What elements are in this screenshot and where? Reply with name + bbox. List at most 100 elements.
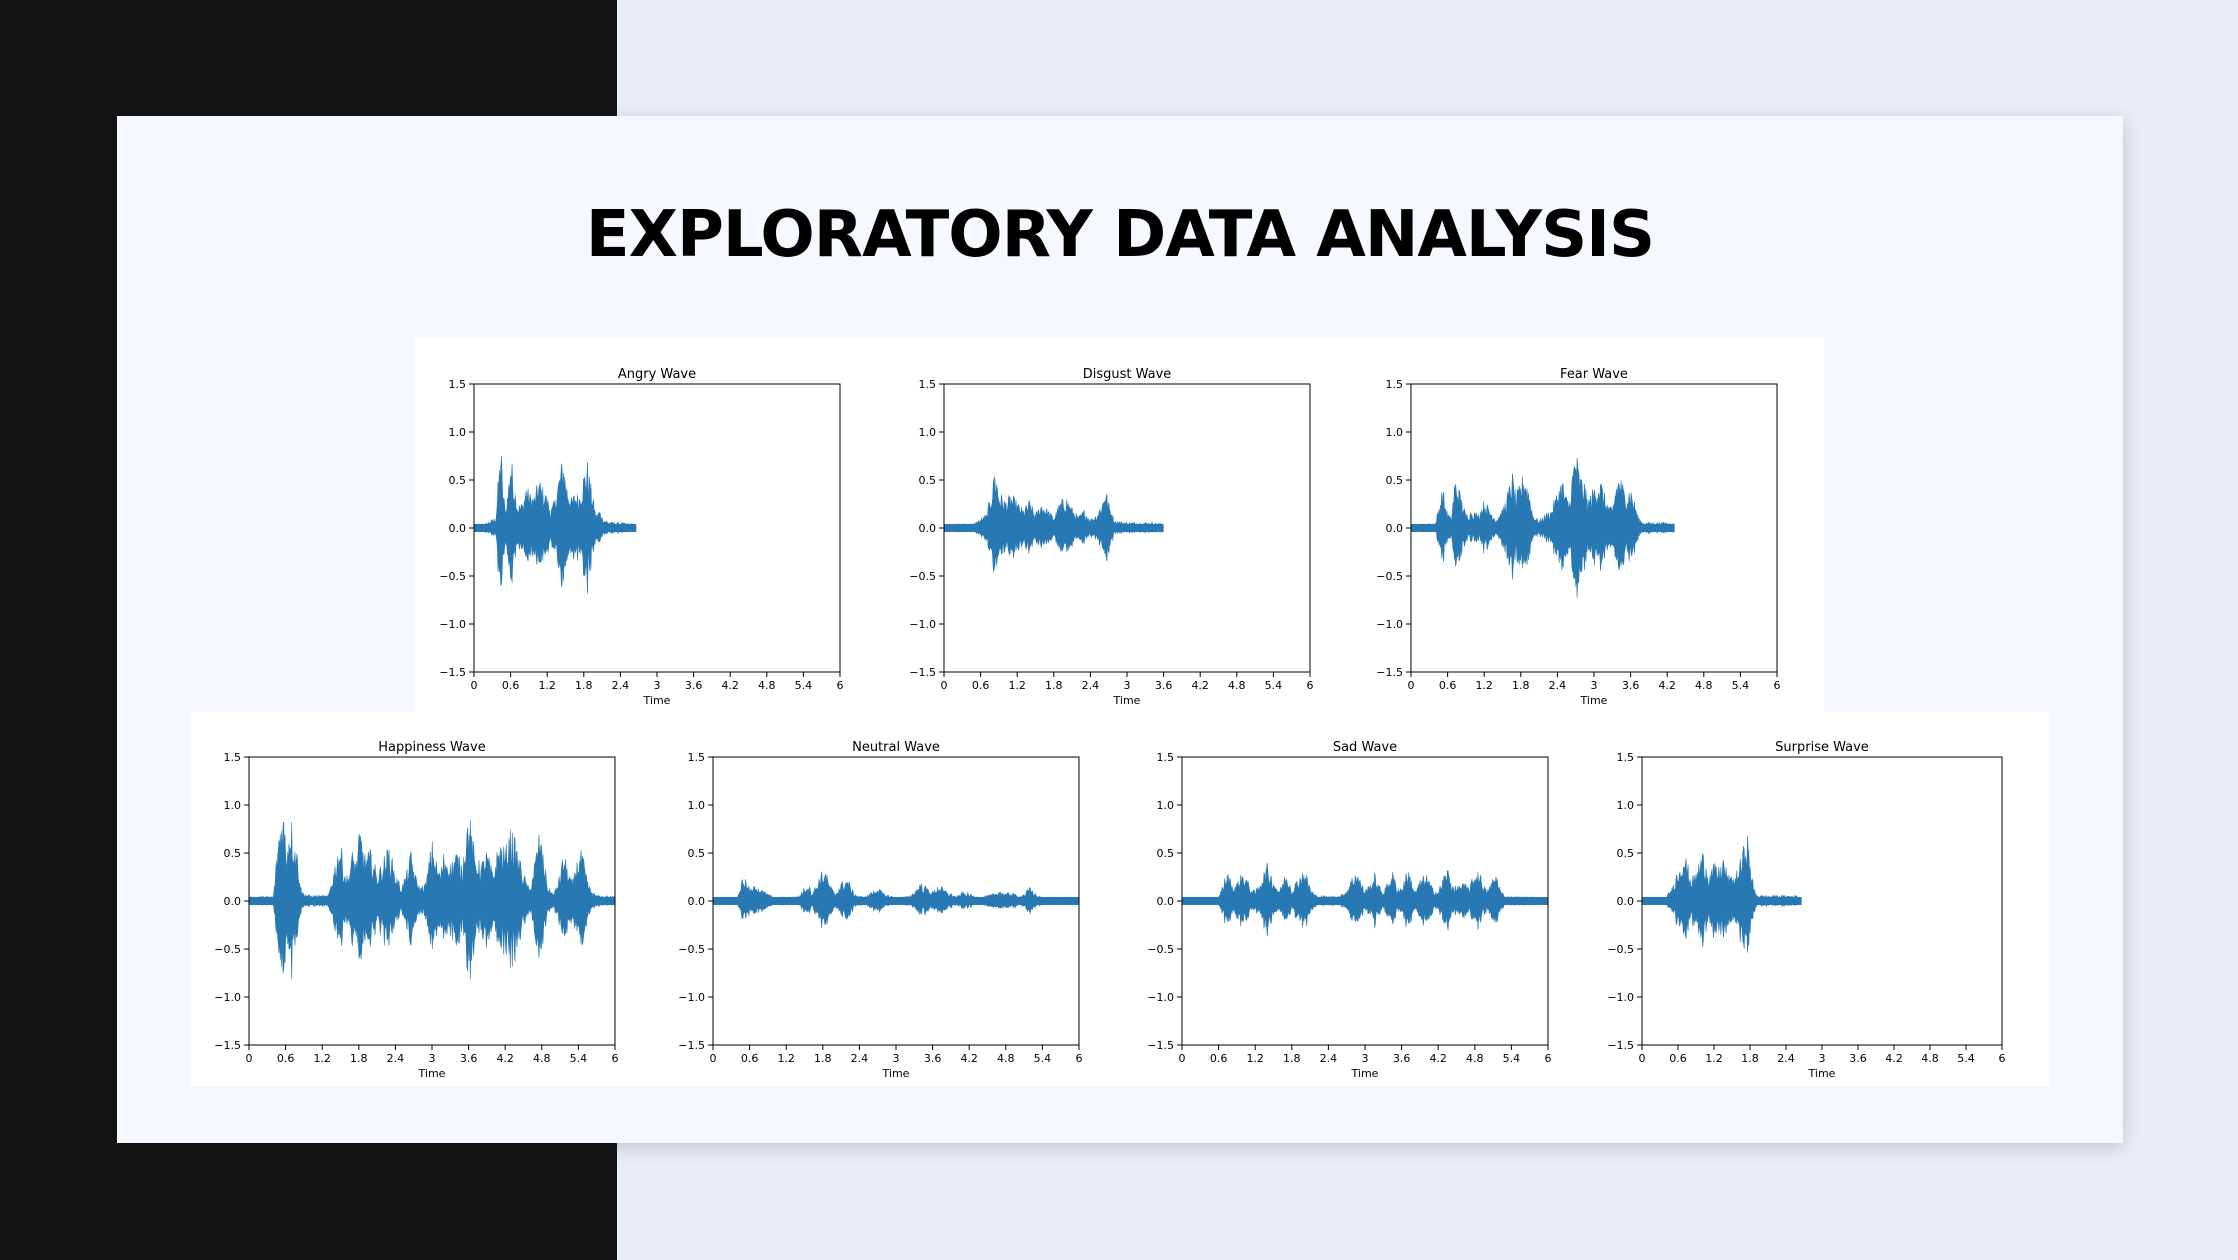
x-tick-label: 3 xyxy=(893,1052,900,1065)
x-tick-label: 6 xyxy=(1076,1052,1083,1065)
chart-3: Happiness Wave 0 0.6 1.2 1.8 2.4 3 3.6 4.2 4.8 5.4… xyxy=(214,740,618,1080)
y-tick-label: 1.5 xyxy=(1617,751,1635,764)
y-tick-label: 1.5 xyxy=(688,751,706,764)
x-tick-label: 6 xyxy=(1307,679,1314,692)
x-tick-label: 6 xyxy=(1774,679,1781,692)
chart-title: Disgust Wave xyxy=(1083,367,1172,382)
x-tick-label: 1.2 xyxy=(1008,679,1026,692)
x-tick-label: 6 xyxy=(1999,1052,2006,1065)
x-tick-label: 3 xyxy=(654,679,661,692)
y-tick-label: 0.5 xyxy=(1157,847,1175,860)
x-tick-label: 4.2 xyxy=(1658,679,1676,692)
x-tick-label: 3 xyxy=(1819,1052,1826,1065)
page-title: EXPLORATORY DATA ANALYSIS xyxy=(585,198,1655,272)
x-tick-label: 5.4 xyxy=(1034,1052,1052,1065)
x-tick-label: 0.6 xyxy=(741,1052,759,1065)
y-tick-label: 1.5 xyxy=(449,378,467,391)
x-tick-label: 3.6 xyxy=(924,1052,942,1065)
x-tick-label: 2.4 xyxy=(1777,1052,1795,1065)
x-axis-label: Time xyxy=(882,1067,910,1080)
y-tick-label: −1.0 xyxy=(439,618,466,631)
y-tick-label: 0.0 xyxy=(449,522,467,535)
x-tick-label: 2.4 xyxy=(1549,679,1567,692)
x-tick-label: 3 xyxy=(1591,679,1598,692)
y-tick-label: 1.0 xyxy=(1157,799,1175,812)
x-tick-label: 0.6 xyxy=(502,679,520,692)
y-tick-label: −1.5 xyxy=(1147,1039,1174,1052)
x-axis-label: Time xyxy=(1351,1067,1379,1080)
x-tick-label: 0 xyxy=(1179,1052,1186,1065)
x-tick-label: 4.2 xyxy=(721,679,739,692)
x-tick-label: 5.4 xyxy=(1503,1052,1521,1065)
x-axis-label: Time xyxy=(643,694,671,707)
chart-title: Happiness Wave xyxy=(378,740,485,755)
x-tick-label: 4.2 xyxy=(1885,1052,1903,1065)
y-tick-label: −0.5 xyxy=(439,570,466,583)
x-tick-label: 4.8 xyxy=(533,1052,551,1065)
x-tick-label: 3.6 xyxy=(1155,679,1173,692)
y-tick-label: −1.5 xyxy=(1607,1039,1634,1052)
y-tick-label: 0.5 xyxy=(1386,474,1404,487)
x-tick-label: 1.2 xyxy=(538,679,556,692)
y-tick-label: −1.0 xyxy=(678,991,705,1004)
y-tick-label: 0.0 xyxy=(224,895,242,908)
x-tick-label: 0 xyxy=(246,1052,253,1065)
x-tick-label: 3.6 xyxy=(1622,679,1640,692)
wave-baseline xyxy=(1411,524,1675,532)
x-tick-label: 4.8 xyxy=(1921,1052,1939,1065)
x-tick-label: 0.6 xyxy=(1669,1052,1687,1065)
chart-title: Surprise Wave xyxy=(1775,740,1869,755)
x-tick-label: 4.2 xyxy=(960,1052,978,1065)
x-tick-label: 0.6 xyxy=(277,1052,295,1065)
y-tick-label: −1.0 xyxy=(909,618,936,631)
y-tick-label: −0.5 xyxy=(1147,943,1174,956)
y-tick-label: −0.5 xyxy=(1376,570,1403,583)
x-axis-label: Time xyxy=(1580,694,1608,707)
wave-baseline xyxy=(474,524,637,532)
x-tick-label: 0.6 xyxy=(1439,679,1457,692)
x-tick-label: 6 xyxy=(612,1052,619,1065)
y-tick-label: 1.5 xyxy=(919,378,937,391)
y-tick-label: 0.0 xyxy=(919,522,937,535)
y-tick-label: 0.5 xyxy=(224,847,242,860)
x-tick-label: 5.4 xyxy=(570,1052,588,1065)
chart-2: Fear Wave 0 0.6 1.2 1.8 2.4 3 3.6 4.2 4.8 5.4 6 1.5 1… xyxy=(1376,367,1780,707)
wave-baseline xyxy=(1182,897,1548,905)
x-tick-label: 6 xyxy=(837,679,844,692)
x-tick-label: 4.8 xyxy=(1695,679,1713,692)
y-tick-label: 0.5 xyxy=(449,474,467,487)
x-axis-label: Time xyxy=(1113,694,1141,707)
x-tick-label: 1.8 xyxy=(1283,1052,1301,1065)
y-tick-label: −1.5 xyxy=(214,1039,241,1052)
chart-title: Sad Wave xyxy=(1333,740,1397,755)
y-tick-label: 1.0 xyxy=(1386,426,1404,439)
x-tick-label: 4.2 xyxy=(1429,1052,1447,1065)
x-tick-label: 2.4 xyxy=(612,679,630,692)
x-tick-label: 3 xyxy=(429,1052,436,1065)
x-tick-label: 1.8 xyxy=(1045,679,1063,692)
y-tick-label: −1.5 xyxy=(678,1039,705,1052)
chart-4: Neutral Wave 0 0.6 1.2 1.8 2.4 3 3.6 4.2 4.8 5.4 6 1… xyxy=(678,740,1082,1080)
x-tick-label: 4.8 xyxy=(997,1052,1015,1065)
x-tick-label: 4.2 xyxy=(496,1052,514,1065)
x-tick-label: 3 xyxy=(1124,679,1131,692)
x-tick-label: 2.4 xyxy=(851,1052,869,1065)
x-tick-label: 1.8 xyxy=(814,1052,832,1065)
y-tick-label: 0.5 xyxy=(688,847,706,860)
chart-0: Angry Wave 0 0.6 1.2 1.8 2.4 3 3.6 4.2 4.8 5.4 6 1.5… xyxy=(439,367,843,707)
y-tick-label: 0.0 xyxy=(1386,522,1404,535)
chart-6: Surprise Wave 0 0.6 1.2 1.8 2.4 3 3.6 4.2 4.8 5.4 6… xyxy=(1607,740,2005,1080)
x-tick-label: 0 xyxy=(471,679,478,692)
x-tick-label: 1.8 xyxy=(1741,1052,1759,1065)
y-tick-label: −1.0 xyxy=(1376,618,1403,631)
x-tick-label: 0.6 xyxy=(972,679,990,692)
x-tick-label: 0 xyxy=(941,679,948,692)
y-tick-label: 1.0 xyxy=(449,426,467,439)
chart-title: Neutral Wave xyxy=(852,740,940,755)
x-tick-label: 4.8 xyxy=(1228,679,1246,692)
y-tick-label: −0.5 xyxy=(214,943,241,956)
y-tick-label: 0.0 xyxy=(1157,895,1175,908)
x-tick-label: 1.2 xyxy=(1246,1052,1264,1065)
x-tick-label: 5.4 xyxy=(1957,1052,1975,1065)
